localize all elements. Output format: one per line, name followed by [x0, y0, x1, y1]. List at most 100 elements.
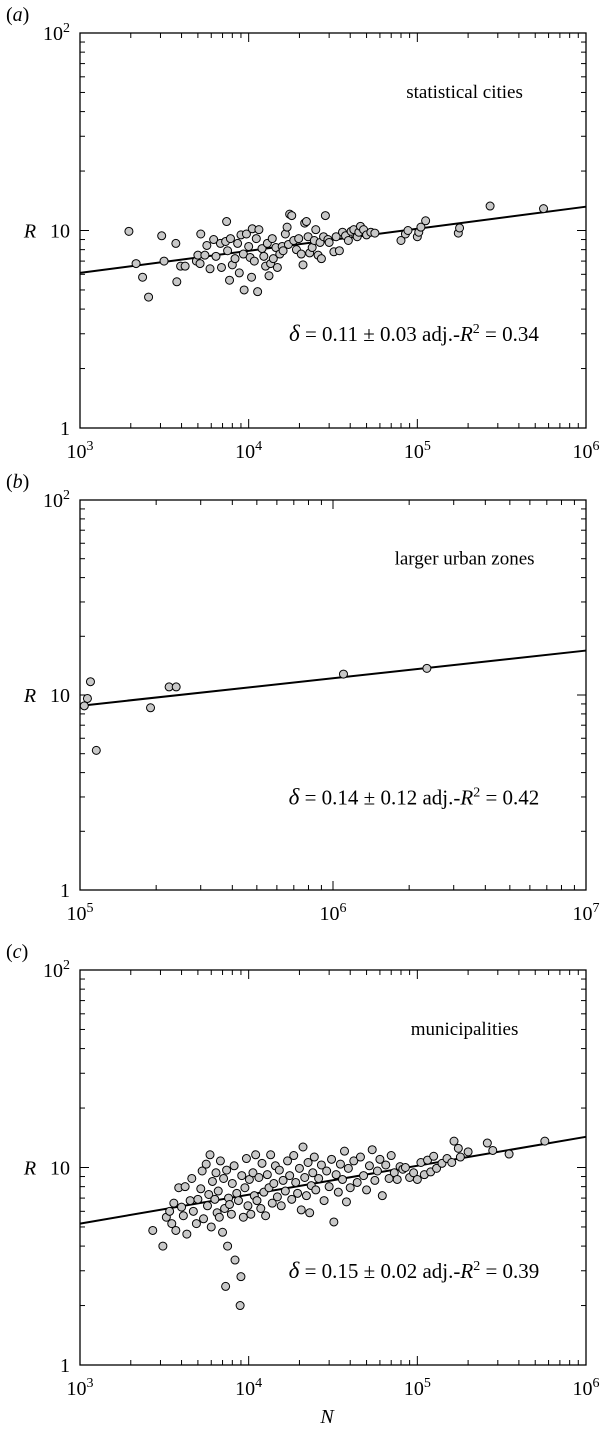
data-point — [171, 682, 181, 692]
data-point — [311, 225, 321, 235]
data-point — [209, 235, 219, 245]
data-point — [244, 241, 254, 251]
data-point — [221, 1281, 231, 1291]
panel-label: (a) — [6, 4, 29, 26]
data-point — [453, 1143, 463, 1153]
y-axis-label: R — [23, 221, 36, 243]
data-point — [278, 246, 288, 256]
data-point — [225, 275, 235, 285]
data-points — [79, 663, 432, 755]
data-point — [316, 1160, 326, 1170]
data-point — [205, 1150, 215, 1160]
fit-statistics: δ = 0.11 ± 0.03 adj.-R2 = 0.34 — [289, 321, 539, 346]
data-point — [334, 246, 344, 256]
data-point — [167, 1219, 177, 1229]
data-point — [219, 1173, 229, 1183]
x-tick-label: 104 — [235, 1376, 262, 1400]
data-point — [200, 250, 210, 260]
data-point — [331, 232, 341, 242]
data-point — [91, 745, 101, 755]
data-point — [201, 1159, 211, 1169]
data-point — [359, 1171, 369, 1181]
y-tick-label: 1 — [60, 1355, 70, 1377]
data-point — [237, 1171, 247, 1181]
data-point — [241, 1154, 251, 1164]
y-axis-label: R — [23, 685, 36, 707]
data-point — [298, 1142, 308, 1152]
data-point — [386, 1151, 396, 1161]
data-point — [539, 204, 549, 214]
data-point — [301, 217, 311, 227]
x-axis-label: N — [319, 1406, 335, 1428]
data-point — [239, 285, 249, 295]
data-point — [296, 1205, 306, 1215]
panel-label: (c) — [6, 941, 28, 963]
data-point — [377, 1191, 387, 1201]
data-point — [202, 240, 212, 250]
x-tick-label: 103 — [67, 439, 94, 463]
data-point — [248, 1168, 258, 1178]
data-point — [191, 1219, 201, 1229]
data-point — [283, 1156, 293, 1166]
data-point — [447, 1158, 457, 1168]
panel-label: (b) — [6, 471, 29, 493]
data-point — [169, 1198, 179, 1208]
data-point — [294, 1163, 304, 1173]
data-point — [222, 217, 232, 227]
data-point — [230, 1255, 240, 1265]
data-point — [305, 1208, 315, 1218]
data-point — [320, 211, 330, 221]
data-point — [213, 1186, 223, 1196]
fit-line — [79, 649, 587, 707]
data-point — [309, 1152, 319, 1162]
data-point — [227, 1178, 237, 1188]
data-point — [485, 201, 495, 211]
data-point — [287, 211, 297, 221]
data-point — [421, 216, 431, 226]
data-point — [256, 1204, 266, 1214]
data-points — [148, 1136, 550, 1311]
data-point — [319, 1196, 329, 1206]
data-point — [205, 264, 215, 274]
data-point — [247, 272, 257, 282]
data-point — [131, 259, 141, 269]
data-point — [267, 234, 277, 244]
data-point — [412, 1174, 422, 1184]
data-point — [341, 1197, 351, 1207]
dataset-label: municipalities — [411, 1019, 519, 1040]
data-point — [251, 1150, 261, 1160]
data-point — [422, 663, 432, 673]
data-point — [238, 1212, 248, 1222]
y-tick-label: 1 — [60, 880, 70, 902]
data-point — [375, 1154, 385, 1164]
data-point — [396, 235, 406, 245]
data-point — [211, 1168, 221, 1178]
data-point — [261, 1211, 271, 1221]
data-point — [171, 1225, 181, 1235]
data-point — [197, 1166, 207, 1176]
data-point — [322, 1166, 332, 1176]
data-point — [157, 231, 167, 241]
x-tick-label: 105 — [404, 1376, 431, 1400]
data-point — [79, 701, 89, 711]
data-point — [372, 1166, 382, 1176]
data-point — [311, 1185, 321, 1195]
data-point — [314, 1173, 324, 1183]
data-point — [171, 238, 181, 248]
data-point — [291, 1177, 301, 1187]
x-tick-label: 103 — [67, 1376, 94, 1400]
x-tick-label: 105 — [404, 439, 431, 463]
data-point — [455, 1152, 465, 1162]
data-point — [301, 1191, 311, 1201]
data-point — [327, 1154, 337, 1164]
y-tick-label: 10 — [50, 685, 70, 707]
data-point — [207, 1176, 217, 1186]
panel-3: 103 104 105 106 1 10 102 R (c) municipalities δ = … — [6, 941, 600, 1428]
data-point — [287, 1194, 297, 1204]
data-point — [296, 249, 306, 259]
data-point — [226, 1209, 236, 1219]
data-point — [182, 1229, 192, 1239]
fit-statistics: δ = 0.15 ± 0.02 adj.-R2 = 0.39 — [289, 1258, 540, 1283]
data-point — [259, 251, 269, 261]
